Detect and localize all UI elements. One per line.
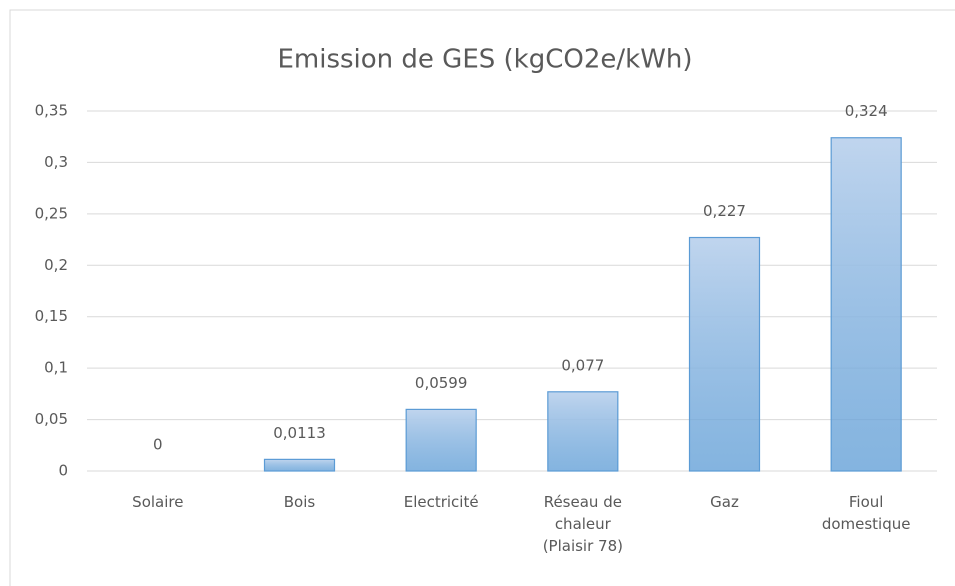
bar bbox=[688, 236, 761, 472]
bar bbox=[830, 137, 902, 472]
bar bbox=[547, 391, 619, 472]
y-tick-label: 0,3 bbox=[44, 153, 68, 171]
y-tick-label: 0,2 bbox=[44, 256, 68, 274]
data-label: 0 bbox=[153, 436, 163, 454]
x-tick-label: Réseau de chaleur (Plaisir 78) bbox=[542, 493, 623, 555]
chart-title: Emission de GES (kgCO2e/kWh) bbox=[277, 45, 692, 75]
x-tick-label: Gaz bbox=[710, 493, 739, 511]
x-tick-label: Electricité bbox=[403, 493, 479, 511]
chart-frame bbox=[9, 9, 955, 586]
y-tick-label: 0,35 bbox=[35, 102, 68, 120]
y-tick-label: 0,25 bbox=[35, 204, 68, 222]
y-tick-label: 0 bbox=[58, 462, 68, 480]
data-label: 0,0113 bbox=[273, 424, 326, 442]
x-tick-label: Bois bbox=[283, 493, 316, 511]
bar bbox=[405, 408, 477, 472]
x-tick-label: Solaire bbox=[132, 493, 184, 511]
data-label: 0,324 bbox=[845, 102, 888, 120]
data-label: 0,227 bbox=[703, 202, 746, 220]
bar bbox=[263, 458, 336, 472]
y-tick-label: 0,15 bbox=[35, 307, 68, 325]
y-tick-label: 0,1 bbox=[44, 359, 68, 377]
data-label: 0,077 bbox=[561, 356, 604, 374]
y-tick-label: 0,05 bbox=[35, 410, 68, 428]
data-label: 0,0599 bbox=[415, 374, 468, 392]
x-tick-label: Fioul domestique bbox=[821, 493, 911, 533]
